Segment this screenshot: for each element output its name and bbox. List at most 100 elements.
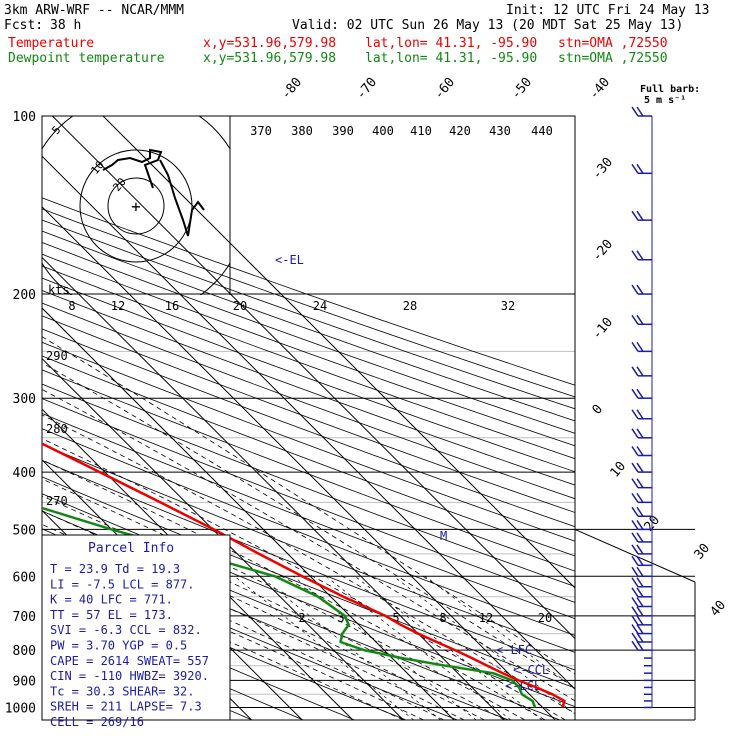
mixing-ratio-label: 12 bbox=[479, 611, 493, 625]
panel-box bbox=[41, 534, 231, 721]
wind-barb-flag bbox=[636, 388, 644, 399]
mixing-ratio-label: 5 bbox=[392, 611, 399, 625]
full-barb-value: 5 m s⁻¹ bbox=[644, 95, 686, 106]
panel-line: PW = 3.70 YGP = 0.5 bbox=[50, 639, 187, 653]
wind-barb-flag bbox=[636, 492, 644, 503]
wind-barb-flag bbox=[631, 624, 639, 634]
wind-barb-flag bbox=[636, 506, 644, 517]
temperature-latlon: lat,lon= 41.31, -95.90 bbox=[365, 36, 538, 51]
dry-adiabat bbox=[42, 208, 575, 398]
dry-adiabat bbox=[42, 398, 575, 603]
wind-barb-flag bbox=[636, 615, 644, 626]
pressure-tick-label: 400 bbox=[13, 466, 36, 481]
wind-barb-flag bbox=[636, 577, 644, 588]
upper-axis-tick: 28 bbox=[403, 299, 417, 313]
dewpoint-legend-label: Dewpoint temperature bbox=[8, 51, 165, 66]
upper-axis-tick: 24 bbox=[313, 299, 327, 313]
moist-adiabat bbox=[42, 388, 575, 702]
wind-barb-flag bbox=[636, 462, 644, 473]
wind-barb-flag bbox=[636, 624, 644, 634]
wind-barb-flag bbox=[631, 544, 639, 555]
parcel-info-panel: Parcel Info T = 23.9 Td = 19.3LI = -7.5 L… bbox=[41, 534, 231, 729]
dry-adiabat bbox=[42, 265, 575, 460]
dry-adiabat bbox=[42, 413, 575, 620]
temperature-station: stn=OMA ,72550 bbox=[558, 36, 668, 51]
isotherm bbox=[52, 116, 575, 640]
wind-barb-flag bbox=[636, 555, 644, 566]
wind-barb-flag bbox=[631, 577, 639, 588]
lfc-label: <-LFC bbox=[496, 643, 532, 657]
theta-label: 430 bbox=[489, 124, 511, 138]
panel-line: SREH = 211 LAPSE= 7.3 bbox=[50, 700, 202, 714]
wind-barb-flag bbox=[631, 555, 639, 566]
wind-barb-flag bbox=[631, 506, 639, 517]
dewpoint-xy: x,y=531.96,579.98 bbox=[203, 51, 337, 66]
m-label: M bbox=[440, 529, 447, 543]
upper-axis-tick: 8 bbox=[68, 299, 75, 313]
moist-adiabat bbox=[42, 459, 546, 720]
pressure-tick-label: 800 bbox=[13, 644, 36, 659]
skew-boundary bbox=[574, 528, 696, 583]
moist-adiabat bbox=[42, 510, 485, 720]
theta-e-label: 290 bbox=[46, 349, 68, 363]
wind-barb-flag bbox=[636, 532, 644, 543]
wind-barb-flag bbox=[631, 532, 639, 543]
wind-barb-flag bbox=[631, 210, 639, 221]
dry-adiabat bbox=[42, 277, 575, 473]
wind-barb-flag bbox=[631, 341, 639, 352]
wind-barb-flag bbox=[631, 615, 639, 626]
wind-barb-flag bbox=[636, 428, 644, 439]
wind-barb-flag bbox=[631, 597, 639, 607]
theta-e-label: 270 bbox=[46, 494, 68, 508]
isotherm bbox=[42, 256, 505, 720]
dry-adiabat bbox=[42, 459, 575, 671]
init-time: Init: 12 UTC Fri 24 May 13 bbox=[506, 3, 710, 18]
upper-axis-tick: 12 bbox=[111, 299, 125, 313]
dry-adiabat bbox=[42, 565, 407, 720]
wind-barb-flag bbox=[631, 366, 639, 377]
wind-barb-flag bbox=[636, 597, 644, 607]
dry-adiabat bbox=[42, 341, 575, 542]
upper-axis-tick: 16 bbox=[165, 299, 179, 313]
pressure-tick-label: 900 bbox=[13, 674, 36, 689]
dry-adiabat bbox=[42, 369, 575, 572]
theta-label: 380 bbox=[291, 124, 313, 138]
mixing-ratio-label: 3 bbox=[337, 611, 344, 625]
wind-barb-flag bbox=[631, 478, 639, 489]
wind-barb-flag bbox=[631, 520, 639, 530]
wind-barb-flag bbox=[631, 428, 639, 439]
isotherm bbox=[42, 357, 404, 720]
mixing-ratio-label: 20 bbox=[538, 611, 552, 625]
upper-axis-tick: 20 bbox=[233, 299, 247, 313]
isotherm bbox=[42, 408, 354, 720]
temperature-legend-label: Temperature bbox=[8, 36, 95, 51]
hodo-ring-5 bbox=[107, 177, 165, 235]
moist-adiabat bbox=[42, 523, 465, 720]
wind-barb-flag bbox=[631, 606, 639, 617]
mixing-ratio-line bbox=[424, 576, 575, 689]
dry-adiabat bbox=[42, 328, 575, 528]
wind-barb-flag bbox=[631, 314, 639, 325]
panel-line: SVI = -6.3 CCL = 832. bbox=[50, 623, 202, 637]
wind-barb-flag bbox=[631, 640, 639, 651]
temperature-xy: x,y=531.96,579.98 bbox=[203, 36, 337, 51]
moist-adiabat bbox=[42, 438, 566, 720]
plot-frame bbox=[41, 115, 576, 721]
mixing-ratio-label: 8 bbox=[439, 611, 446, 625]
pressure-tick-label: 1000 bbox=[5, 701, 36, 716]
theta-label: 370 bbox=[250, 124, 272, 138]
theta-label: 400 bbox=[372, 124, 394, 138]
hodo-trace bbox=[102, 148, 205, 237]
wind-barb-flag bbox=[636, 478, 644, 489]
panel-line: T = 23.9 Td = 19.3 bbox=[50, 562, 180, 576]
hodo-center-mark: + bbox=[131, 197, 141, 216]
wind-barb-flag bbox=[636, 446, 644, 456]
wind-barb-flag bbox=[636, 566, 644, 577]
dry-adiabat bbox=[42, 253, 575, 447]
ccl-label: <-CCL bbox=[513, 663, 549, 677]
dry-adiabat bbox=[42, 230, 575, 422]
forecast-hours: 38 h bbox=[50, 18, 82, 33]
pressure-tick-label: 600 bbox=[13, 570, 36, 585]
